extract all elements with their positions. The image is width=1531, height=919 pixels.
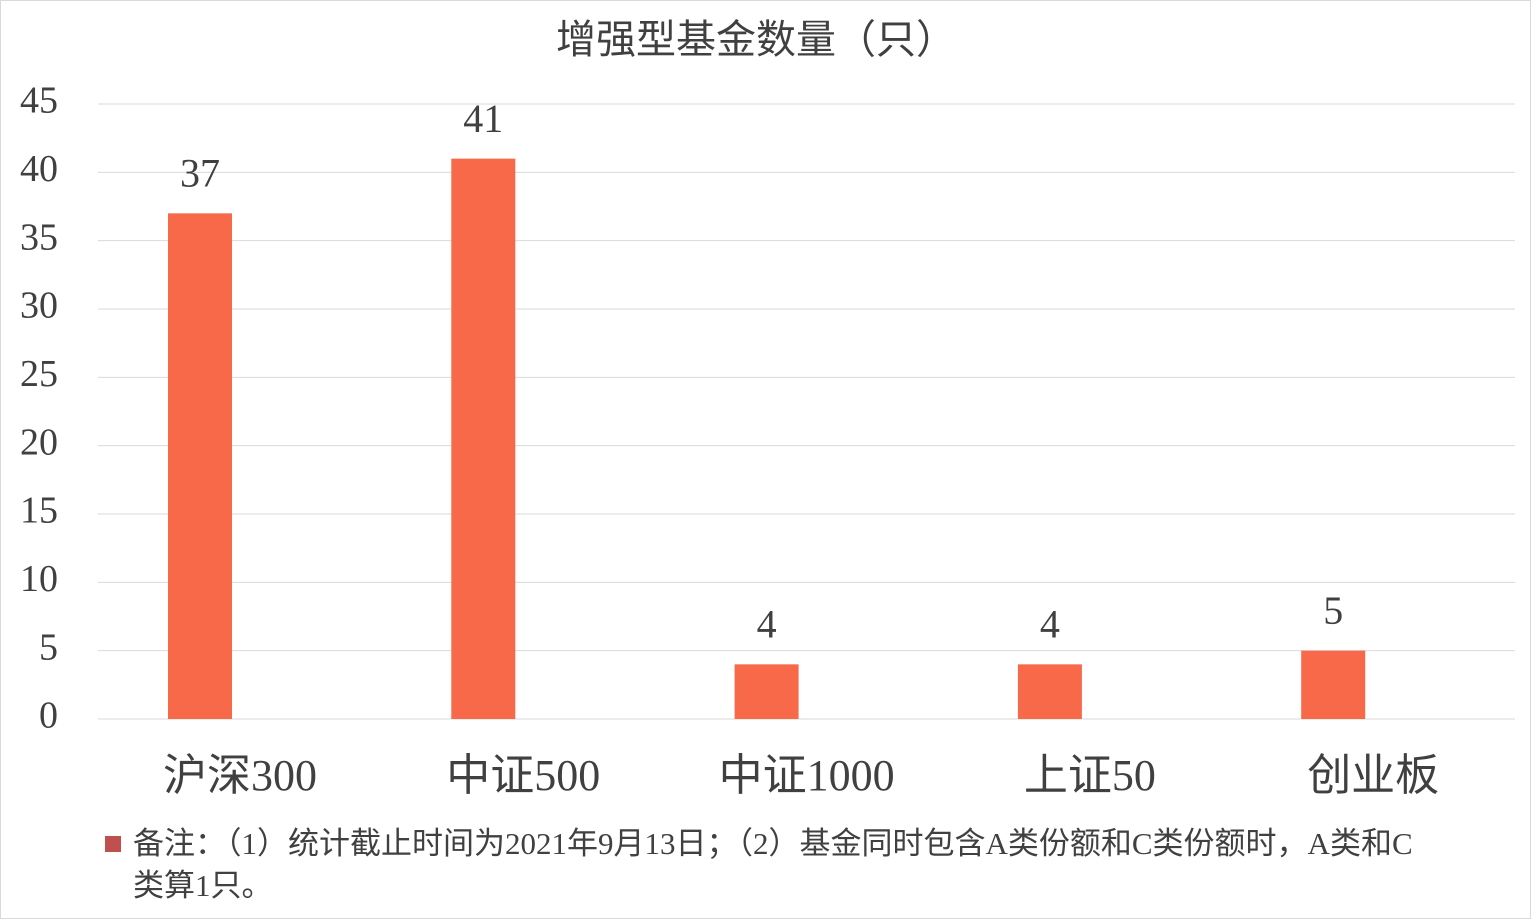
y-tick-label: 10 bbox=[20, 558, 58, 600]
bar bbox=[1017, 664, 1082, 719]
bar bbox=[451, 158, 516, 719]
x-tick-label: 中证500 bbox=[446, 751, 600, 800]
y-tick-label: 25 bbox=[20, 353, 58, 395]
y-tick-label: 5 bbox=[39, 626, 58, 668]
y-tick-label: 0 bbox=[39, 695, 58, 737]
y-tick-label: 30 bbox=[20, 285, 58, 327]
y-tick-label: 20 bbox=[20, 421, 58, 463]
y-tick-label: 35 bbox=[20, 216, 58, 258]
y-tick-label: 45 bbox=[20, 80, 58, 122]
data-label: 5 bbox=[1323, 588, 1343, 633]
bar bbox=[1301, 650, 1366, 719]
data-label: 41 bbox=[463, 96, 503, 141]
note: 备注：（1）统计截止时间为2021年9月13日；（2）基金同时包含A类份额和C类… bbox=[133, 826, 1413, 903]
x-tick-label: 上证50 bbox=[1024, 751, 1156, 800]
bar bbox=[734, 664, 799, 719]
data-label: 4 bbox=[757, 602, 777, 647]
x-tick-label: 中证1000 bbox=[719, 751, 895, 800]
data-label: 37 bbox=[180, 151, 220, 196]
x-tick-label: 创业板 bbox=[1307, 751, 1439, 800]
bar bbox=[168, 213, 232, 720]
legend-key bbox=[105, 836, 121, 852]
y-tick-label: 15 bbox=[20, 490, 58, 532]
data-label: 4 bbox=[1040, 602, 1060, 647]
y-tick-label: 40 bbox=[20, 148, 58, 190]
chart-title: 增强型基金数量（只） bbox=[556, 17, 956, 62]
x-tick-label: 沪深300 bbox=[163, 751, 317, 800]
